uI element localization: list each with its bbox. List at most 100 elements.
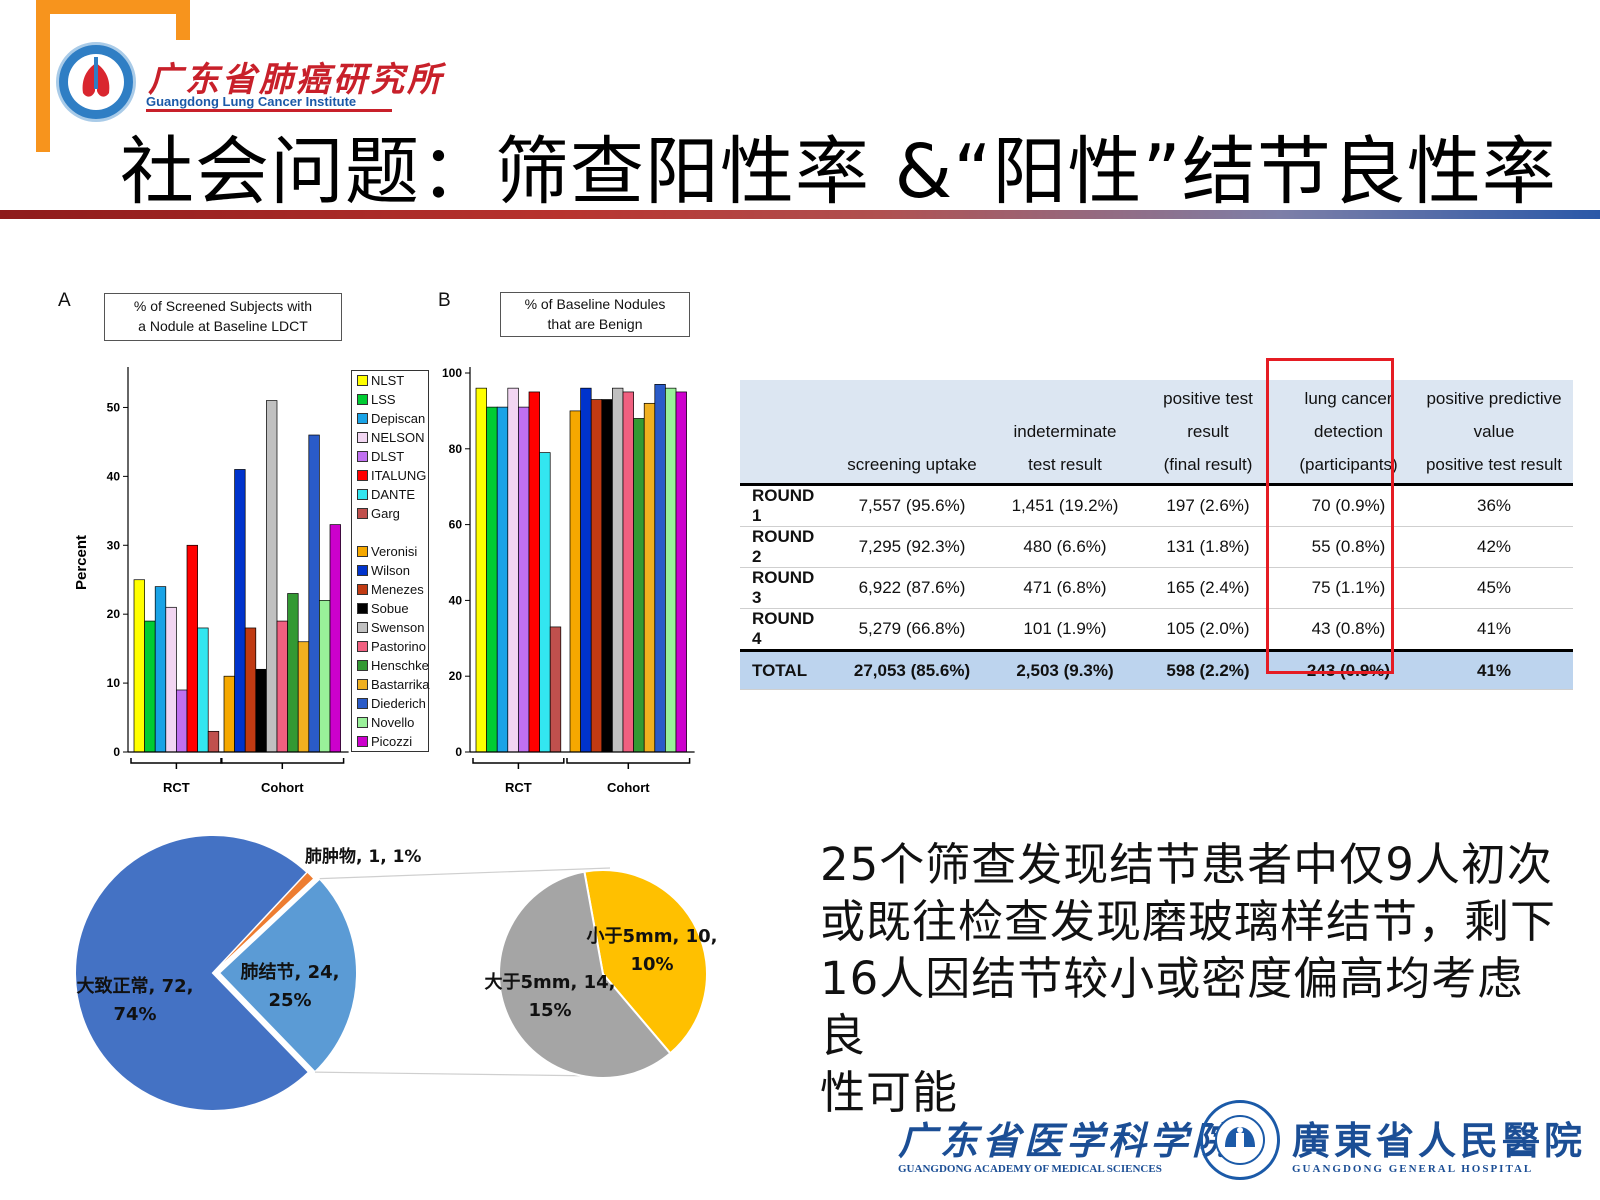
legend-swatch <box>357 451 368 462</box>
orange-corner-bracket <box>36 0 190 152</box>
total-label: TOTAL <box>740 649 828 690</box>
legend-swatch <box>357 622 368 633</box>
legend-label: DANTE <box>371 487 416 502</box>
gams-logo: 广东省医学科学院 GUANGDONG ACADEMY OF MEDICAL SC… <box>898 1110 1234 1175</box>
legend-swatch <box>357 603 368 614</box>
legend-item: Picozzi <box>352 732 428 751</box>
bar <box>612 387 624 753</box>
bar <box>622 391 634 753</box>
bar <box>518 406 530 753</box>
summary-text: 25个筛查发现结节患者中仅9人初次 或既往检查发现磨玻璃样结节，剩下 16人因结… <box>820 836 1560 1121</box>
y-tick-label: 50 <box>107 400 121 414</box>
legend-item: Wilson <box>352 561 428 580</box>
legend-item: Depiscan <box>352 409 428 428</box>
legend-swatch <box>357 584 368 595</box>
row-label: ROUND 2 <box>740 526 828 568</box>
summary-line-2: 或既往检查发现磨玻璃样结节，剩下 <box>820 895 1557 948</box>
table-row: ROUND 2 7,295 (92.3%) 480 (6.6%) 131 (1.… <box>740 526 1573 568</box>
pie-slice-nodule <box>217 877 358 1074</box>
legend-gap <box>352 523 428 542</box>
legend-swatch <box>357 679 368 690</box>
legend-label: ITALUNG <box>371 468 427 483</box>
gams-ggh-seal-icon <box>1200 1100 1280 1180</box>
legend-swatch <box>357 698 368 709</box>
header-positive-line-1: positive test <box>1163 389 1253 408</box>
legend-item: Swenson <box>352 618 428 637</box>
bar <box>176 689 188 753</box>
pie-charts: 大致正常, 72, 74% 肺结节, 24, 25% 肺肿物, 1, 1% 小于5mm, … <box>74 834 718 1112</box>
bar <box>486 406 498 753</box>
ggh-logo: 廣東省人民醫院 GUANGDONG GENERAL HOSPITAL <box>1292 1110 1586 1175</box>
legend-label: Picozzi <box>371 734 413 749</box>
row-label: ROUND 4 <box>740 608 828 651</box>
header-indeterminate-line-2: test result <box>1028 455 1102 474</box>
legend-swatch <box>357 717 368 728</box>
header-detection-line-3: (participants) <box>1299 455 1398 474</box>
header-ppv-line-2: value <box>1473 422 1515 441</box>
cell-positive: 197 (2.6%) <box>1134 483 1282 527</box>
header-ppv-line-3: positive test result <box>1425 455 1563 474</box>
bar <box>255 668 267 753</box>
legend-label: Novello <box>371 715 415 730</box>
legend-item: NLST <box>352 371 428 390</box>
pie-slice-normal <box>74 834 311 1112</box>
legend-label: Veronisi <box>371 544 418 559</box>
table-total-row: TOTAL 27,053 (85.6%) 2,503 (9.3%) 598 (2… <box>740 649 1573 690</box>
pie-slice-mass <box>212 871 315 974</box>
table-row: ROUND 4 5,279 (66.8%) 101 (1.9%) 105 (2.… <box>740 608 1573 651</box>
y-tick-label: 40 <box>107 469 121 483</box>
bar <box>244 627 257 753</box>
chart-a-bar-chart: 0 10 20 30 40 50 RCT Cohort Percent <box>73 367 349 795</box>
legend-swatch <box>357 413 368 424</box>
legend-item: DLST <box>352 447 428 466</box>
chart-a-title-line-2: a Nodule at Baseline LDCT <box>138 318 308 334</box>
y-tick-label: 80 <box>449 442 463 456</box>
table-header-empty <box>740 380 828 485</box>
y-tick-label: 10 <box>107 676 121 690</box>
y-tick-label: 30 <box>107 538 121 552</box>
table-header-uptake: screening uptake <box>828 380 996 485</box>
bar <box>601 399 613 753</box>
total-uptake: 27,053 (85.6%) <box>828 649 996 690</box>
cell-ppv: 41% <box>1415 608 1573 651</box>
bar <box>197 627 209 753</box>
bar <box>507 387 519 753</box>
bar <box>133 579 145 753</box>
chart-b-title-line-2: that are Benign <box>547 316 643 332</box>
bar <box>154 586 167 753</box>
panel-b-letter: B <box>438 290 451 311</box>
bar <box>643 402 656 753</box>
bar <box>329 524 341 753</box>
y-tick-label: 40 <box>449 593 463 607</box>
legend-label: Bastarrika <box>371 677 430 692</box>
y-axis-label: Percent <box>73 535 90 590</box>
cell-indeterminate: 1,451 (19.2%) <box>996 483 1134 527</box>
header-detection-line-1: lung cancer <box>1304 389 1393 408</box>
group-bracket <box>566 758 691 764</box>
institute-name-en: Guangdong Lung Cancer Institute <box>146 94 357 109</box>
legend-item: Diederich <box>352 694 428 713</box>
legend-swatch <box>357 660 368 671</box>
gams-name-cn: 广东省医学科学院 <box>898 1118 1235 1163</box>
legend-item: Novello <box>352 713 428 732</box>
table-header-row: screening uptake indeterminate test resu… <box>740 380 1573 485</box>
legend-swatch <box>357 432 368 443</box>
bar <box>319 600 331 753</box>
bar <box>654 384 666 753</box>
total-positive: 598 (2.2%) <box>1134 649 1282 690</box>
header-detection-line-2: detection <box>1314 422 1383 441</box>
bar <box>528 391 540 753</box>
pie-slice-small <box>583 869 708 1055</box>
group-label: RCT <box>163 780 190 795</box>
pie-label-large: 大于5mm, 14, 15% <box>484 971 615 1021</box>
legend-label: Sobue <box>371 601 409 616</box>
institute-logo-icon <box>56 42 136 122</box>
cell-indeterminate: 101 (1.9%) <box>996 608 1134 651</box>
legend-item: Henschke <box>352 656 429 675</box>
y-tick-label: 0 <box>113 745 120 759</box>
legend-label: Menezes <box>371 582 424 597</box>
legend-label: NELSON <box>371 430 425 445</box>
institute-underline <box>146 109 392 112</box>
bar <box>165 606 177 753</box>
institute-name-cn: 广东省肺癌研究所 <box>148 60 444 100</box>
